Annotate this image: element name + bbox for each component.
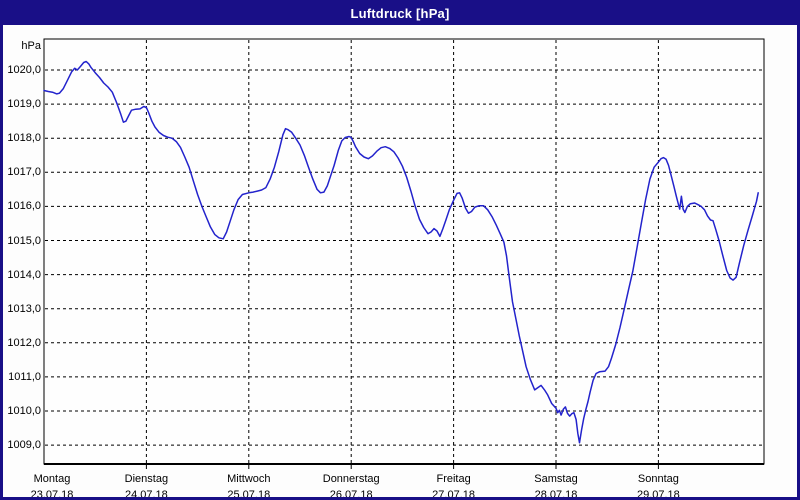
- x-tick-date-label: 26.07.18: [329, 489, 373, 500]
- x-tick-label: Sonntag 29.07.18: [613, 473, 703, 500]
- x-tick-label: Mittwoch 25.07.18: [204, 473, 294, 500]
- x-tick-label: Freitag 27.07.18: [409, 473, 499, 500]
- y-tick-label: 1010,0: [7, 405, 41, 417]
- chart-canvas: [43, 38, 765, 469]
- window-title: Luftdruck [hPa]: [350, 6, 450, 21]
- x-tick-label: Samstag 28.07.18: [511, 473, 601, 500]
- y-tick-label: 1014,0: [7, 268, 41, 281]
- pressure-chart: hPa 1020,0 1019,0 1018,0 1017,0 1016,0 1015,0…: [3, 25, 797, 497]
- pressure-line: [43, 60, 759, 444]
- x-tick-date-label: 24.07.18: [124, 489, 168, 500]
- x-tick-date-label: 28.07.18: [534, 489, 578, 500]
- x-tick-day-label: Samstag: [534, 473, 578, 485]
- y-tick-label: 1020,0: [7, 64, 41, 76]
- title-bar: Luftdruck [hPa]: [3, 3, 797, 25]
- x-tick-label: Montag 23.07.18: [7, 473, 97, 500]
- x-tick-day-label: Montag: [33, 473, 71, 485]
- x-tick-day-label: Freitag: [436, 473, 471, 485]
- x-tick-date-label: 27.07.18: [432, 489, 475, 500]
- x-tick-date-label: 29.07.18: [636, 489, 680, 500]
- y-tick-label: 1012,0: [7, 336, 41, 349]
- x-tick-label: Donnerstag 26.07.18: [306, 473, 396, 500]
- x-tick-day-label: Sonntag: [637, 473, 679, 485]
- y-tick-label: 1013,0: [7, 302, 41, 315]
- y-tick-label: 1018,0: [7, 132, 41, 145]
- x-tick-label: Dienstag 24.07.18: [101, 473, 191, 500]
- x-tick-day-label: Dienstag: [124, 473, 169, 485]
- y-tick-label: 1009,0: [7, 439, 41, 452]
- y-axis-unit-label: hPa: [21, 40, 41, 52]
- y-tick-label: 1011,0: [8, 370, 41, 383]
- y-tick-label: 1016,0: [7, 200, 41, 213]
- x-tick-date-label: 25.07.18: [227, 489, 271, 500]
- y-tick-label: 1019,0: [7, 98, 41, 111]
- x-tick-day-label: Donnerstag: [322, 473, 380, 485]
- x-tick-date-label: 23.07.18: [30, 489, 74, 500]
- y-tick-label: 1015,0: [7, 234, 41, 247]
- plot-border: [43, 38, 765, 465]
- x-tick-day-label: Mittwoch: [227, 473, 271, 485]
- y-tick-label: 1017,0: [7, 166, 41, 179]
